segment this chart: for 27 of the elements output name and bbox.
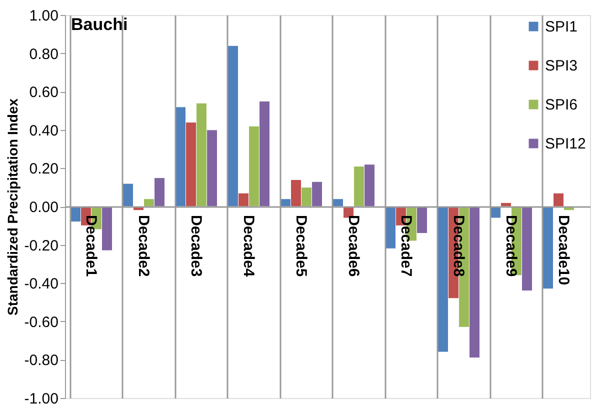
x-tick-label: Decade1 — [82, 215, 100, 277]
y-tick-label: -0.80 — [24, 352, 58, 370]
y-tick-label: 0.60 — [29, 84, 58, 102]
y-tick-label: -0.40 — [24, 276, 58, 293]
legend-label: SPI1 — [545, 18, 578, 36]
y-tick-label: 0.80 — [29, 46, 58, 63]
x-tick-label: Decade2 — [134, 215, 152, 277]
chart-title: Bauchi — [71, 15, 128, 34]
legend-label: SPI3 — [545, 58, 578, 74]
y-tick-label: 0.40 — [29, 122, 58, 140]
y-axis-title: Standardized Precipitation Index — [4, 98, 20, 316]
x-tick-label: Decade10 — [554, 215, 572, 286]
y-tick-label: 0.00 — [29, 199, 58, 216]
x-tick-label: Decade8 — [450, 215, 467, 277]
x-tick-label: Decade3 — [187, 215, 204, 277]
x-tick-label: Decade7 — [397, 215, 414, 277]
x-tick-label: Decade4 — [240, 215, 257, 278]
y-tick-label: 1.00 — [29, 8, 58, 24]
y-tick-label: -0.60 — [24, 314, 58, 331]
legend-label: SPI12 — [545, 136, 586, 152]
legend-label: SPI6 — [545, 96, 578, 114]
x-tick-label: Decade5 — [292, 215, 310, 277]
x-tick-label: Decade9 — [502, 215, 520, 277]
y-tick-label: -0.20 — [24, 237, 58, 254]
x-tick-label: Decade6 — [344, 215, 362, 277]
y-tick-label: -1.00 — [24, 390, 58, 406]
y-tick-label: 0.20 — [29, 160, 58, 178]
